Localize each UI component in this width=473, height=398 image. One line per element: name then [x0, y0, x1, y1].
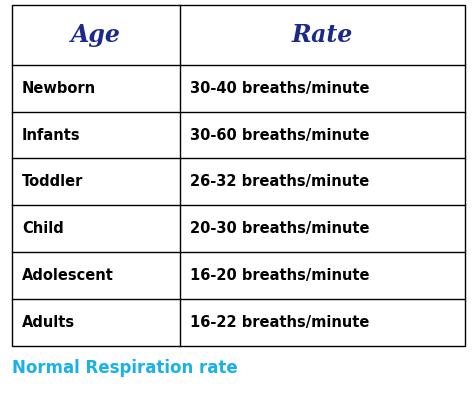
- Text: Child: Child: [22, 221, 64, 236]
- Text: Toddler: Toddler: [22, 174, 83, 189]
- Text: 26-32 breaths/minute: 26-32 breaths/minute: [190, 174, 369, 189]
- Bar: [12, 5, 465, 346]
- Text: Normal Respiration rate: Normal Respiration rate: [12, 359, 238, 377]
- Text: 20-30 breaths/minute: 20-30 breaths/minute: [190, 221, 369, 236]
- Text: Adolescent: Adolescent: [22, 268, 114, 283]
- Text: 16-20 breaths/minute: 16-20 breaths/minute: [190, 268, 369, 283]
- Text: Newborn: Newborn: [22, 81, 96, 96]
- Text: 30-60 breaths/minute: 30-60 breaths/minute: [190, 127, 369, 142]
- Text: Infants: Infants: [22, 127, 80, 142]
- Text: Age: Age: [71, 23, 121, 47]
- Text: 30-40 breaths/minute: 30-40 breaths/minute: [190, 81, 369, 96]
- Text: 16-22 breaths/minute: 16-22 breaths/minute: [190, 315, 369, 330]
- Text: Rate: Rate: [292, 23, 353, 47]
- Text: Adults: Adults: [22, 315, 75, 330]
